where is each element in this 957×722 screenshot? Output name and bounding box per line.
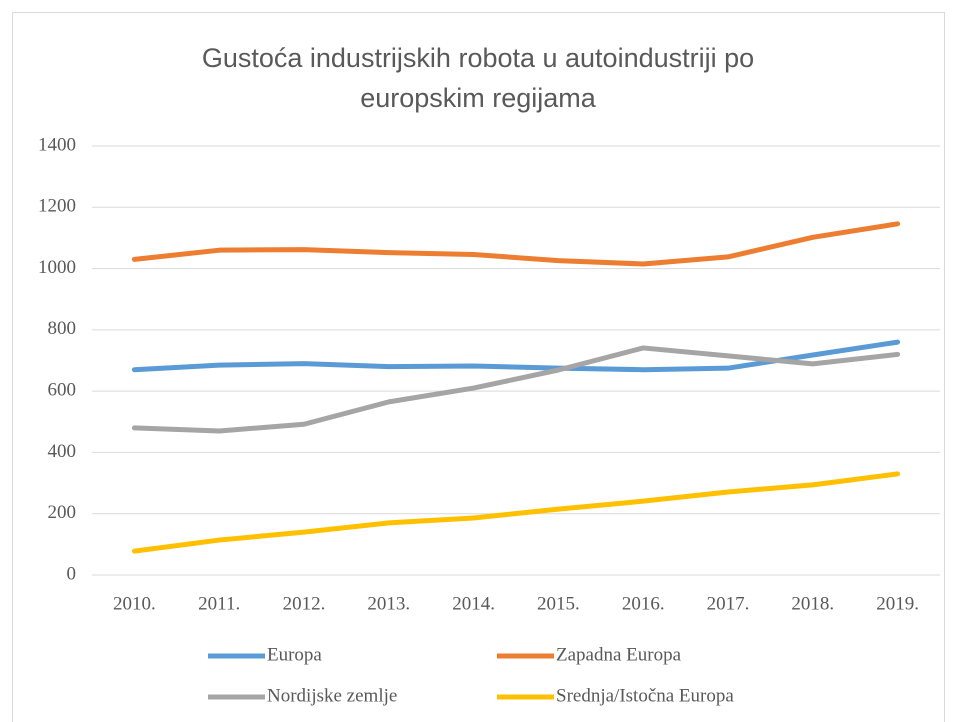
line-series	[131, 221, 901, 267]
y-tick-label: 1000	[38, 257, 76, 278]
y-tick-label: 800	[48, 318, 77, 339]
line-series	[131, 345, 901, 434]
x-tick-label: 2010.	[113, 593, 156, 614]
x-tick-label: 2017.	[707, 593, 750, 614]
x-tick-label: 2011.	[198, 593, 240, 614]
x-tick-label: 2012.	[283, 593, 326, 614]
y-tick-label: 1200	[38, 196, 76, 217]
x-tick-label: 2019.	[876, 593, 919, 614]
legend-label: Europa	[267, 644, 322, 665]
x-tick-label: 2018.	[791, 593, 834, 614]
legend-label: Nordijske zemlje	[267, 685, 397, 706]
legend-label: Srednja/Istočna Europa	[556, 685, 734, 706]
x-tick-label: 2013.	[367, 593, 410, 614]
chart-title: Gustoća industrijskih robota u autoindus…	[202, 43, 754, 73]
y-tick-label: 600	[48, 380, 77, 401]
x-tick-label: 2015.	[537, 593, 580, 614]
y-tick-label: 200	[48, 502, 77, 523]
x-tick-label: 2014.	[452, 593, 495, 614]
y-tick-label: 0	[67, 563, 77, 584]
y-tick-label: 1400	[38, 134, 76, 155]
x-tick-label: 2016.	[622, 593, 665, 614]
y-tick-label: 400	[48, 441, 77, 462]
legend-label: Zapadna Europa	[556, 644, 682, 665]
chart-title: europskim regijama	[360, 83, 597, 113]
line-series	[131, 471, 901, 554]
